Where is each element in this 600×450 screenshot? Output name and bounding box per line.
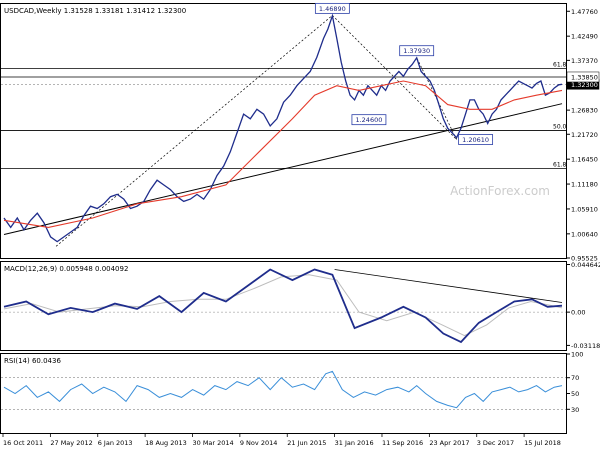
- fib-level-label: 50.0: [553, 124, 567, 131]
- annotation-box: [458, 134, 494, 145]
- macd-trendline: [334, 269, 563, 303]
- price-tick-label: 0.95525: [571, 255, 598, 263]
- fib-level-label: 61.8: [553, 161, 567, 168]
- macd-plot: [3, 268, 563, 344]
- date-tick-label: 11 Sep 2016: [382, 439, 423, 447]
- date-tick-label: 9 Nov 2014: [240, 439, 278, 447]
- fib-dotted-line: [332, 15, 457, 140]
- macd-line: [3, 268, 563, 344]
- date-tick-label: 18 Aug 2013: [145, 439, 187, 447]
- rsi-panel: RSI(14) 60.0436 100 70 50 30: [0, 351, 583, 434]
- annotation-label: 1.24600: [355, 116, 382, 124]
- fib-levels: 61.8 50.0 61.8: [1, 61, 567, 169]
- macd-panel-frame: [0, 261, 567, 351]
- rsi-tick-label: 50: [571, 390, 579, 398]
- rsi-line: [3, 370, 563, 409]
- rsi-plot: [3, 370, 563, 409]
- date-tick-label: 27 May 2012: [50, 439, 92, 447]
- date-tick-label: 23 Apr 2017: [429, 439, 469, 447]
- annotation-box: [351, 114, 387, 126]
- date-tick-label: 15 Jul 2018: [524, 439, 561, 447]
- macd-tick-label: 0.00: [571, 309, 585, 317]
- watermark: ActionForex.com: [450, 184, 550, 198]
- annotation-label: 1.46890: [319, 5, 346, 13]
- fib-dotted-line: [55, 15, 333, 247]
- price-tick-label: 1.47760: [571, 8, 598, 16]
- date-tick-label: 16 Oct 2011: [3, 439, 43, 447]
- date-tick-label: 3 Dec 2017: [477, 439, 514, 447]
- macd-panel: MACD(12,26,9) 0.005948 0.004092 0.044642…: [0, 261, 600, 351]
- date-tick-label: 21 Jun 2015: [287, 439, 326, 447]
- macd-axis-ticks: 0.044642 0.00 -0.031187: [1, 261, 600, 350]
- price-plot: [3, 13, 563, 247]
- rsi-tick-label: 70: [571, 374, 579, 382]
- fib-level-label: 61.8: [553, 61, 567, 68]
- price-tick-label: 1.21720: [571, 131, 598, 139]
- annotation-label: 1.37930: [403, 47, 430, 55]
- price-tick-label: 1.11180: [571, 181, 598, 189]
- date-tick-label: 30 Mar 2014: [192, 439, 233, 447]
- price-tick-label: 1.26830: [571, 107, 598, 115]
- price-tick-label: 1.32300: [571, 81, 598, 89]
- price-panel-frame: [0, 3, 567, 259]
- price-axis-ticks: 0.95525 1.00640 1.05910 1.11180 1.16450 1.217…: [566, 8, 600, 263]
- annotation-box: [314, 2, 350, 14]
- date-tick-label: 6 Jan 2013: [98, 439, 133, 447]
- price-series-line: [3, 13, 563, 243]
- price-panel: USDCAD,Weekly 1.31528 1.33181 1.31412 1.…: [0, 2, 600, 263]
- rsi-tick-label: 30: [571, 406, 579, 414]
- moving-average-line: [3, 80, 563, 228]
- date-tick-label: 31 Jan 2016: [335, 439, 374, 447]
- resistance-price-box: [566, 71, 600, 83]
- price-tick-label: 1.33850: [571, 73, 598, 81]
- macd-tick-label: -0.031187: [571, 342, 600, 350]
- rsi-axis-ticks: 100 70 50 30: [1, 351, 583, 414]
- rsi-panel-frame: [0, 353, 567, 434]
- date-axis: 16 Oct 2011 27 May 2012 6 Jan 2013 18 Aug 2…: [2, 433, 561, 447]
- rsi-label: RSI(14) 60.0436: [4, 357, 61, 365]
- support-trendline: [3, 103, 563, 235]
- annotation-label: 1.20610: [462, 136, 489, 144]
- rsi-tick-label: 100: [571, 351, 583, 359]
- price-tick-label: 1.05910: [571, 205, 598, 213]
- macd-tick-label: 0.044642: [571, 261, 600, 269]
- price-annotations: 1.46890 1.37930 1.24600 1.20610: [314, 2, 494, 145]
- price-tick-label: 1.42490: [571, 33, 598, 41]
- price-tick-label: 1.16450: [571, 156, 598, 164]
- chart-header: USDCAD,Weekly 1.31528 1.33181 1.31412 1.…: [4, 7, 186, 15]
- macd-label: MACD(12,26,9) 0.005948 0.004092: [4, 265, 128, 273]
- price-tick-label: 1.00640: [571, 230, 598, 238]
- price-tick-label: 1.37370: [571, 57, 598, 65]
- annotation-box: [399, 45, 435, 57]
